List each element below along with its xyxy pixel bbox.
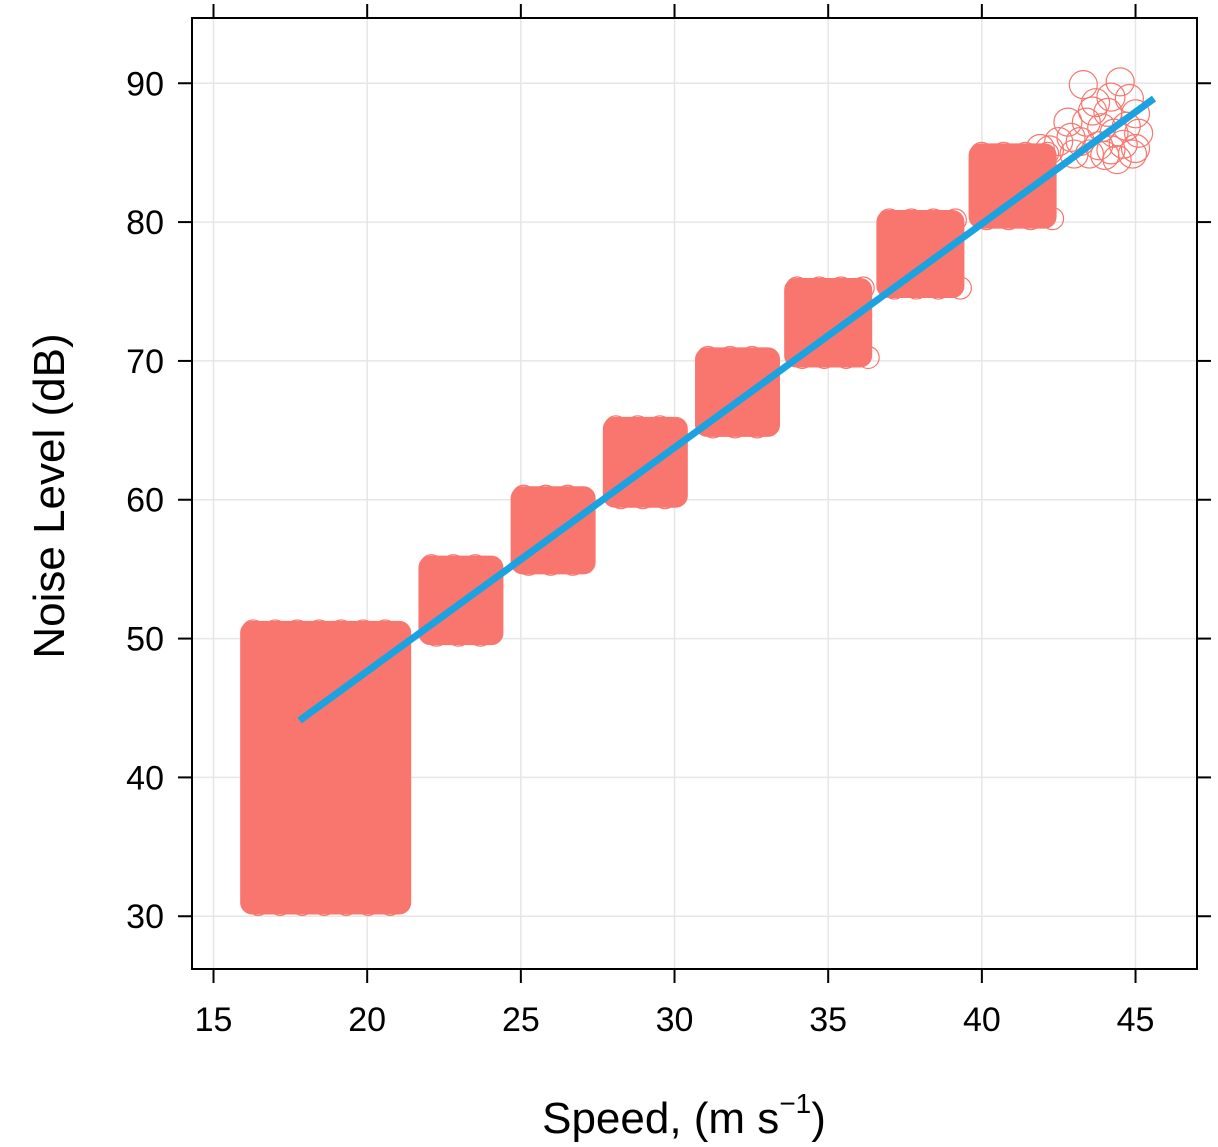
point [1117, 139, 1148, 169]
point [1102, 145, 1132, 175]
point [561, 552, 585, 576]
point [851, 276, 875, 300]
y-tick-label: 90 [126, 65, 164, 103]
point-cluster [240, 620, 412, 915]
x-axis: 15 20 25 30 35 40 45 [195, 4, 1155, 1039]
point-cluster [784, 278, 873, 368]
x-axis-title-superscript: −1 [779, 1088, 811, 1119]
point [943, 208, 967, 232]
plot-frame [191, 17, 1198, 970]
point [745, 415, 769, 439]
point [1040, 207, 1065, 231]
x-axis-title-main: Speed, (m s [542, 1094, 779, 1143]
point [1068, 70, 1098, 100]
y-tick-label: 80 [126, 204, 164, 242]
point-cluster [876, 209, 965, 299]
y-tick-label: 70 [126, 343, 164, 381]
x-tick-label: 40 [963, 1001, 1001, 1039]
x-tick-label: 15 [195, 1001, 233, 1039]
point [468, 623, 493, 647]
fit-line-layer [297, 95, 1157, 724]
x-axis-title: Speed, (m s−1) [542, 1088, 826, 1143]
point [1053, 107, 1083, 137]
point [856, 345, 880, 370]
point [1025, 133, 1055, 164]
x-tick-label: 25 [502, 1001, 540, 1039]
y-axis: 30 40 50 60 70 80 90 [126, 65, 1211, 936]
point [653, 486, 677, 510]
point [740, 345, 764, 370]
point [556, 484, 580, 508]
y-tick-label: 50 [126, 621, 164, 659]
x-tick-label: 45 [1117, 1001, 1155, 1039]
point [1096, 82, 1126, 112]
point [373, 619, 397, 643]
point [1124, 118, 1154, 148]
point [1044, 126, 1074, 157]
point [1120, 99, 1151, 129]
point [463, 554, 488, 578]
point [1034, 135, 1065, 165]
point [1120, 133, 1151, 164]
point-cluster [968, 143, 1057, 229]
x-tick-label: 20 [348, 1001, 386, 1039]
point [1105, 67, 1135, 97]
point [948, 276, 972, 300]
fit-line [297, 95, 1157, 724]
y-tick-label: 40 [126, 759, 164, 797]
x-tick-label: 35 [809, 1001, 847, 1039]
y-tick-label: 30 [126, 898, 164, 936]
point [648, 415, 672, 439]
point [1059, 139, 1089, 169]
y-axis-title: Noise Level (dB) [25, 333, 74, 658]
point [1108, 129, 1138, 159]
point [378, 892, 402, 917]
x-tick-label: 30 [656, 1001, 694, 1039]
x-axis-title-suffix: ) [811, 1094, 826, 1143]
y-tick-label: 60 [126, 482, 164, 520]
point [1096, 135, 1126, 165]
